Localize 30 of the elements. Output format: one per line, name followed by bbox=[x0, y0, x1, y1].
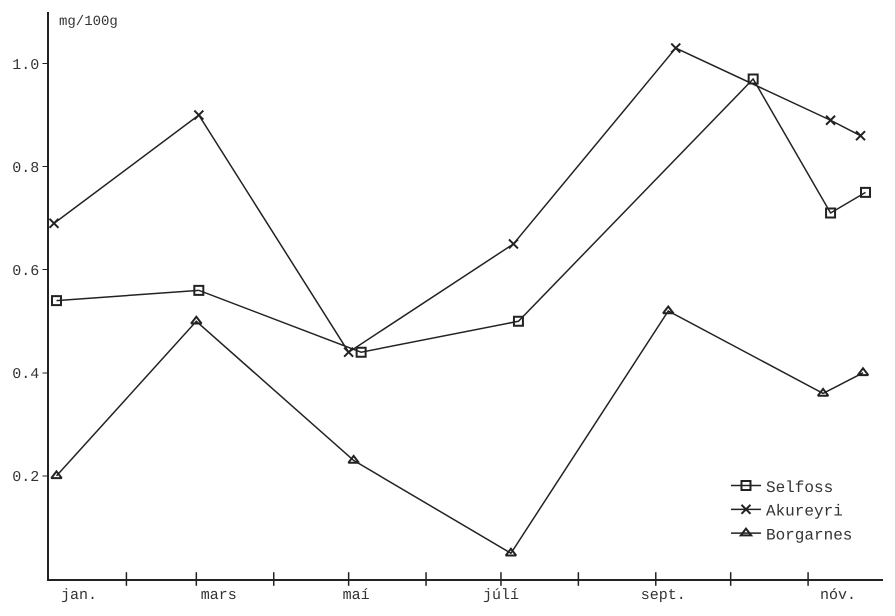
point bbox=[193, 284, 204, 296]
point bbox=[816, 388, 830, 397]
x-tick-label: nóv. bbox=[820, 586, 856, 604]
point bbox=[662, 305, 674, 314]
x-tick-label: jan. bbox=[60, 586, 97, 604]
point bbox=[825, 114, 836, 126]
y-tick-label: 0.8 bbox=[12, 160, 40, 177]
point bbox=[856, 367, 870, 376]
legend-label: Akureyri bbox=[766, 502, 843, 521]
legend-label: Selfoss bbox=[766, 478, 834, 497]
y-axis-title: mg/100g bbox=[59, 14, 118, 30]
point bbox=[860, 186, 872, 198]
point bbox=[670, 42, 682, 54]
y-tick-label: 0.4 bbox=[12, 366, 40, 384]
point bbox=[855, 130, 866, 142]
point bbox=[347, 454, 360, 464]
legend-label: Borgarnes bbox=[766, 526, 852, 544]
point bbox=[748, 74, 759, 85]
x-tick-label: maí bbox=[342, 586, 370, 604]
point bbox=[825, 208, 836, 219]
x-tick-label: júlí bbox=[482, 586, 519, 604]
y-tick-label: 0.6 bbox=[12, 262, 40, 280]
y-tick-label: 0.2 bbox=[12, 469, 40, 486]
point bbox=[193, 110, 204, 121]
y-tick-label: 1.0 bbox=[12, 56, 40, 74]
x-tick-label: mars bbox=[200, 586, 237, 604]
point bbox=[356, 346, 367, 358]
x-tick-label: sept. bbox=[640, 586, 686, 604]
point bbox=[190, 316, 203, 325]
point bbox=[512, 316, 524, 327]
